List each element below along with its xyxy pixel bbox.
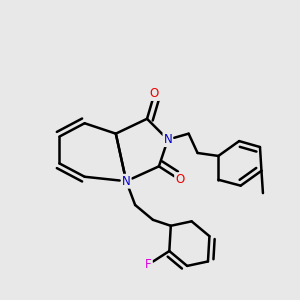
Text: O: O — [175, 173, 184, 186]
Text: N: N — [164, 133, 172, 146]
Text: N: N — [122, 175, 130, 188]
Text: F: F — [145, 258, 152, 271]
Text: O: O — [150, 87, 159, 100]
